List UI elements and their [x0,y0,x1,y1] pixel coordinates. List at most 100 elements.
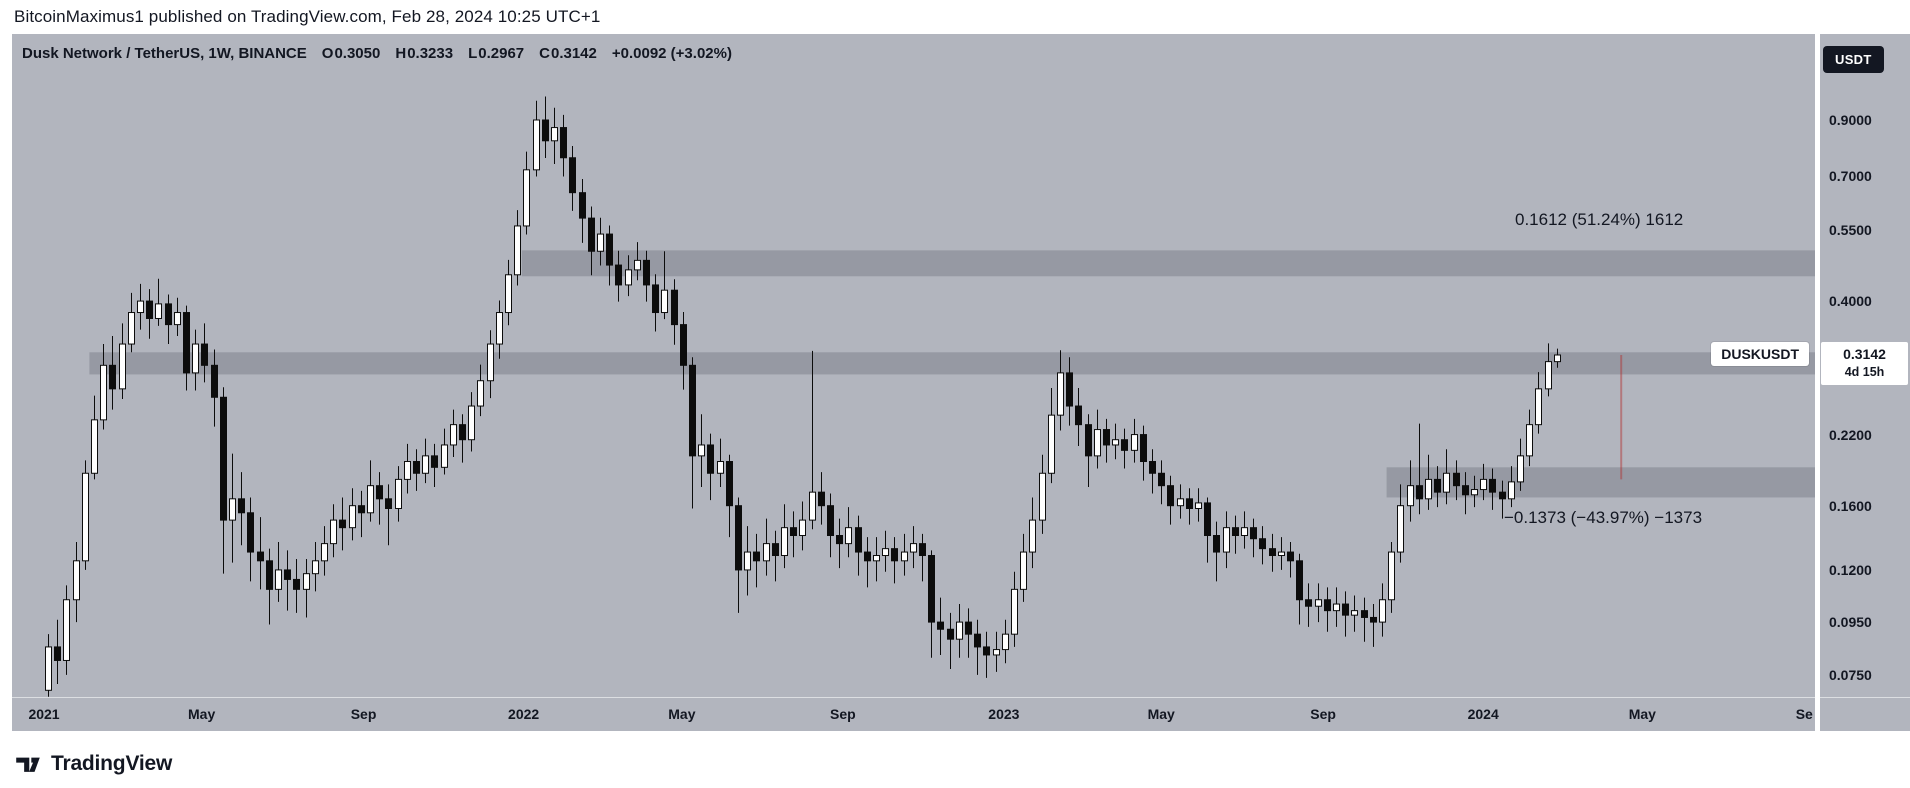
candle [1351,595,1358,632]
candle [790,511,797,558]
candle [1011,571,1018,647]
currency-badge[interactable]: USDT [1823,46,1884,73]
price-tick-label: 0.0950 [1829,614,1872,631]
candle [1241,511,1248,549]
candle [588,206,595,276]
candle [1526,409,1533,467]
measure-up-label[interactable]: 0.1612 (51.24%) 1612 [1515,210,1684,229]
time-tick-label: May [188,706,216,722]
candle [477,364,484,417]
price-tick-label: 0.0750 [1829,666,1872,683]
ohlc-open: O0.3050 [321,45,381,62]
measure-down-label[interactable]: −0.1373 (−43.97%) −1373 [1504,508,1703,527]
candle [1535,372,1542,434]
candle [422,438,429,484]
candle [910,526,917,569]
time-axis[interactable]: 2021 May Sep 2022 May Sep 2023 May Sep 2024 May Se [12,697,1815,731]
candle [698,414,705,487]
candle [597,217,604,266]
time-tick-label: 2024 [1467,706,1499,722]
candle [763,518,770,576]
candle [1259,526,1266,565]
chart-legend: Dusk Network / TetherUS, 1W, BINANCE O0.3… [22,45,732,62]
candle [1204,497,1211,563]
candle [119,323,126,399]
candle [615,250,622,302]
candle [1121,428,1128,469]
candle [937,597,944,655]
candle [1361,597,1368,642]
candle [661,251,668,320]
chart-plot-area[interactable]: Dusk Network / TetherUS, 1W, BINANCE O0.3… [12,34,1815,731]
candle [551,107,558,165]
candle [266,548,273,625]
candle [1471,475,1478,508]
candle [947,612,954,670]
candle [155,278,162,326]
current-price-label: 0.3142 4d 15h [1821,341,1908,385]
candle [1517,438,1524,491]
candle [367,460,374,522]
candle [100,344,107,430]
candle [201,323,208,383]
candle [257,517,264,590]
candle [238,472,245,546]
resistance-zone-mid[interactable] [89,352,1815,375]
candle [974,619,981,675]
candle [1112,423,1119,460]
candle [1489,468,1496,510]
candle [717,438,724,487]
candle [1039,454,1046,534]
time-tick-label: Sep [830,706,856,722]
candle [1103,418,1110,463]
candle [211,349,218,427]
candle [1425,454,1432,510]
support-zone-lower[interactable] [1386,467,1815,498]
candle [1269,533,1276,572]
candle [799,501,806,551]
candle [395,466,402,522]
candle [1131,418,1138,463]
candle [312,541,319,592]
candle [634,242,641,281]
candle [523,151,530,235]
tradingview-logo-icon[interactable] [13,749,43,779]
candle [146,289,153,339]
candle [284,550,291,611]
candle [431,443,438,487]
candle [1370,604,1377,647]
candle [358,490,365,538]
candle [229,453,236,563]
candle [1462,472,1469,515]
candle [1075,388,1082,447]
candle [330,504,337,558]
candle [1554,348,1561,368]
symbol-title: Dusk Network / TetherUS, 1W, BINANCE [22,45,307,62]
candle [1149,449,1156,494]
candle [1305,583,1312,627]
candle [873,537,880,582]
candle [109,336,116,410]
candle [1085,414,1092,487]
candle [707,433,714,501]
candle [339,497,346,551]
candle [569,146,576,211]
candle [735,497,742,613]
tradingview-wordmark[interactable]: TradingView [51,752,173,775]
resistance-zone-upper[interactable] [521,250,1815,277]
price-tick-label: 0.4000 [1829,293,1872,310]
ohlc-close: C0.3142 [539,45,597,62]
candle [174,297,181,337]
candle [1186,488,1193,525]
candle [275,541,282,602]
candle [680,311,687,390]
price-tick-label: 0.1200 [1829,561,1872,578]
time-tick-label: May [668,706,696,722]
candle [1223,511,1230,569]
candle [413,449,420,491]
price-axis[interactable]: USDT 0.9000 0.7000 0.5500 0.4000 0.2200 0.160… [1820,34,1910,731]
candle [744,526,751,596]
candle [781,504,788,569]
candle [1315,583,1322,623]
price-tick-label: 0.1600 [1829,497,1872,514]
